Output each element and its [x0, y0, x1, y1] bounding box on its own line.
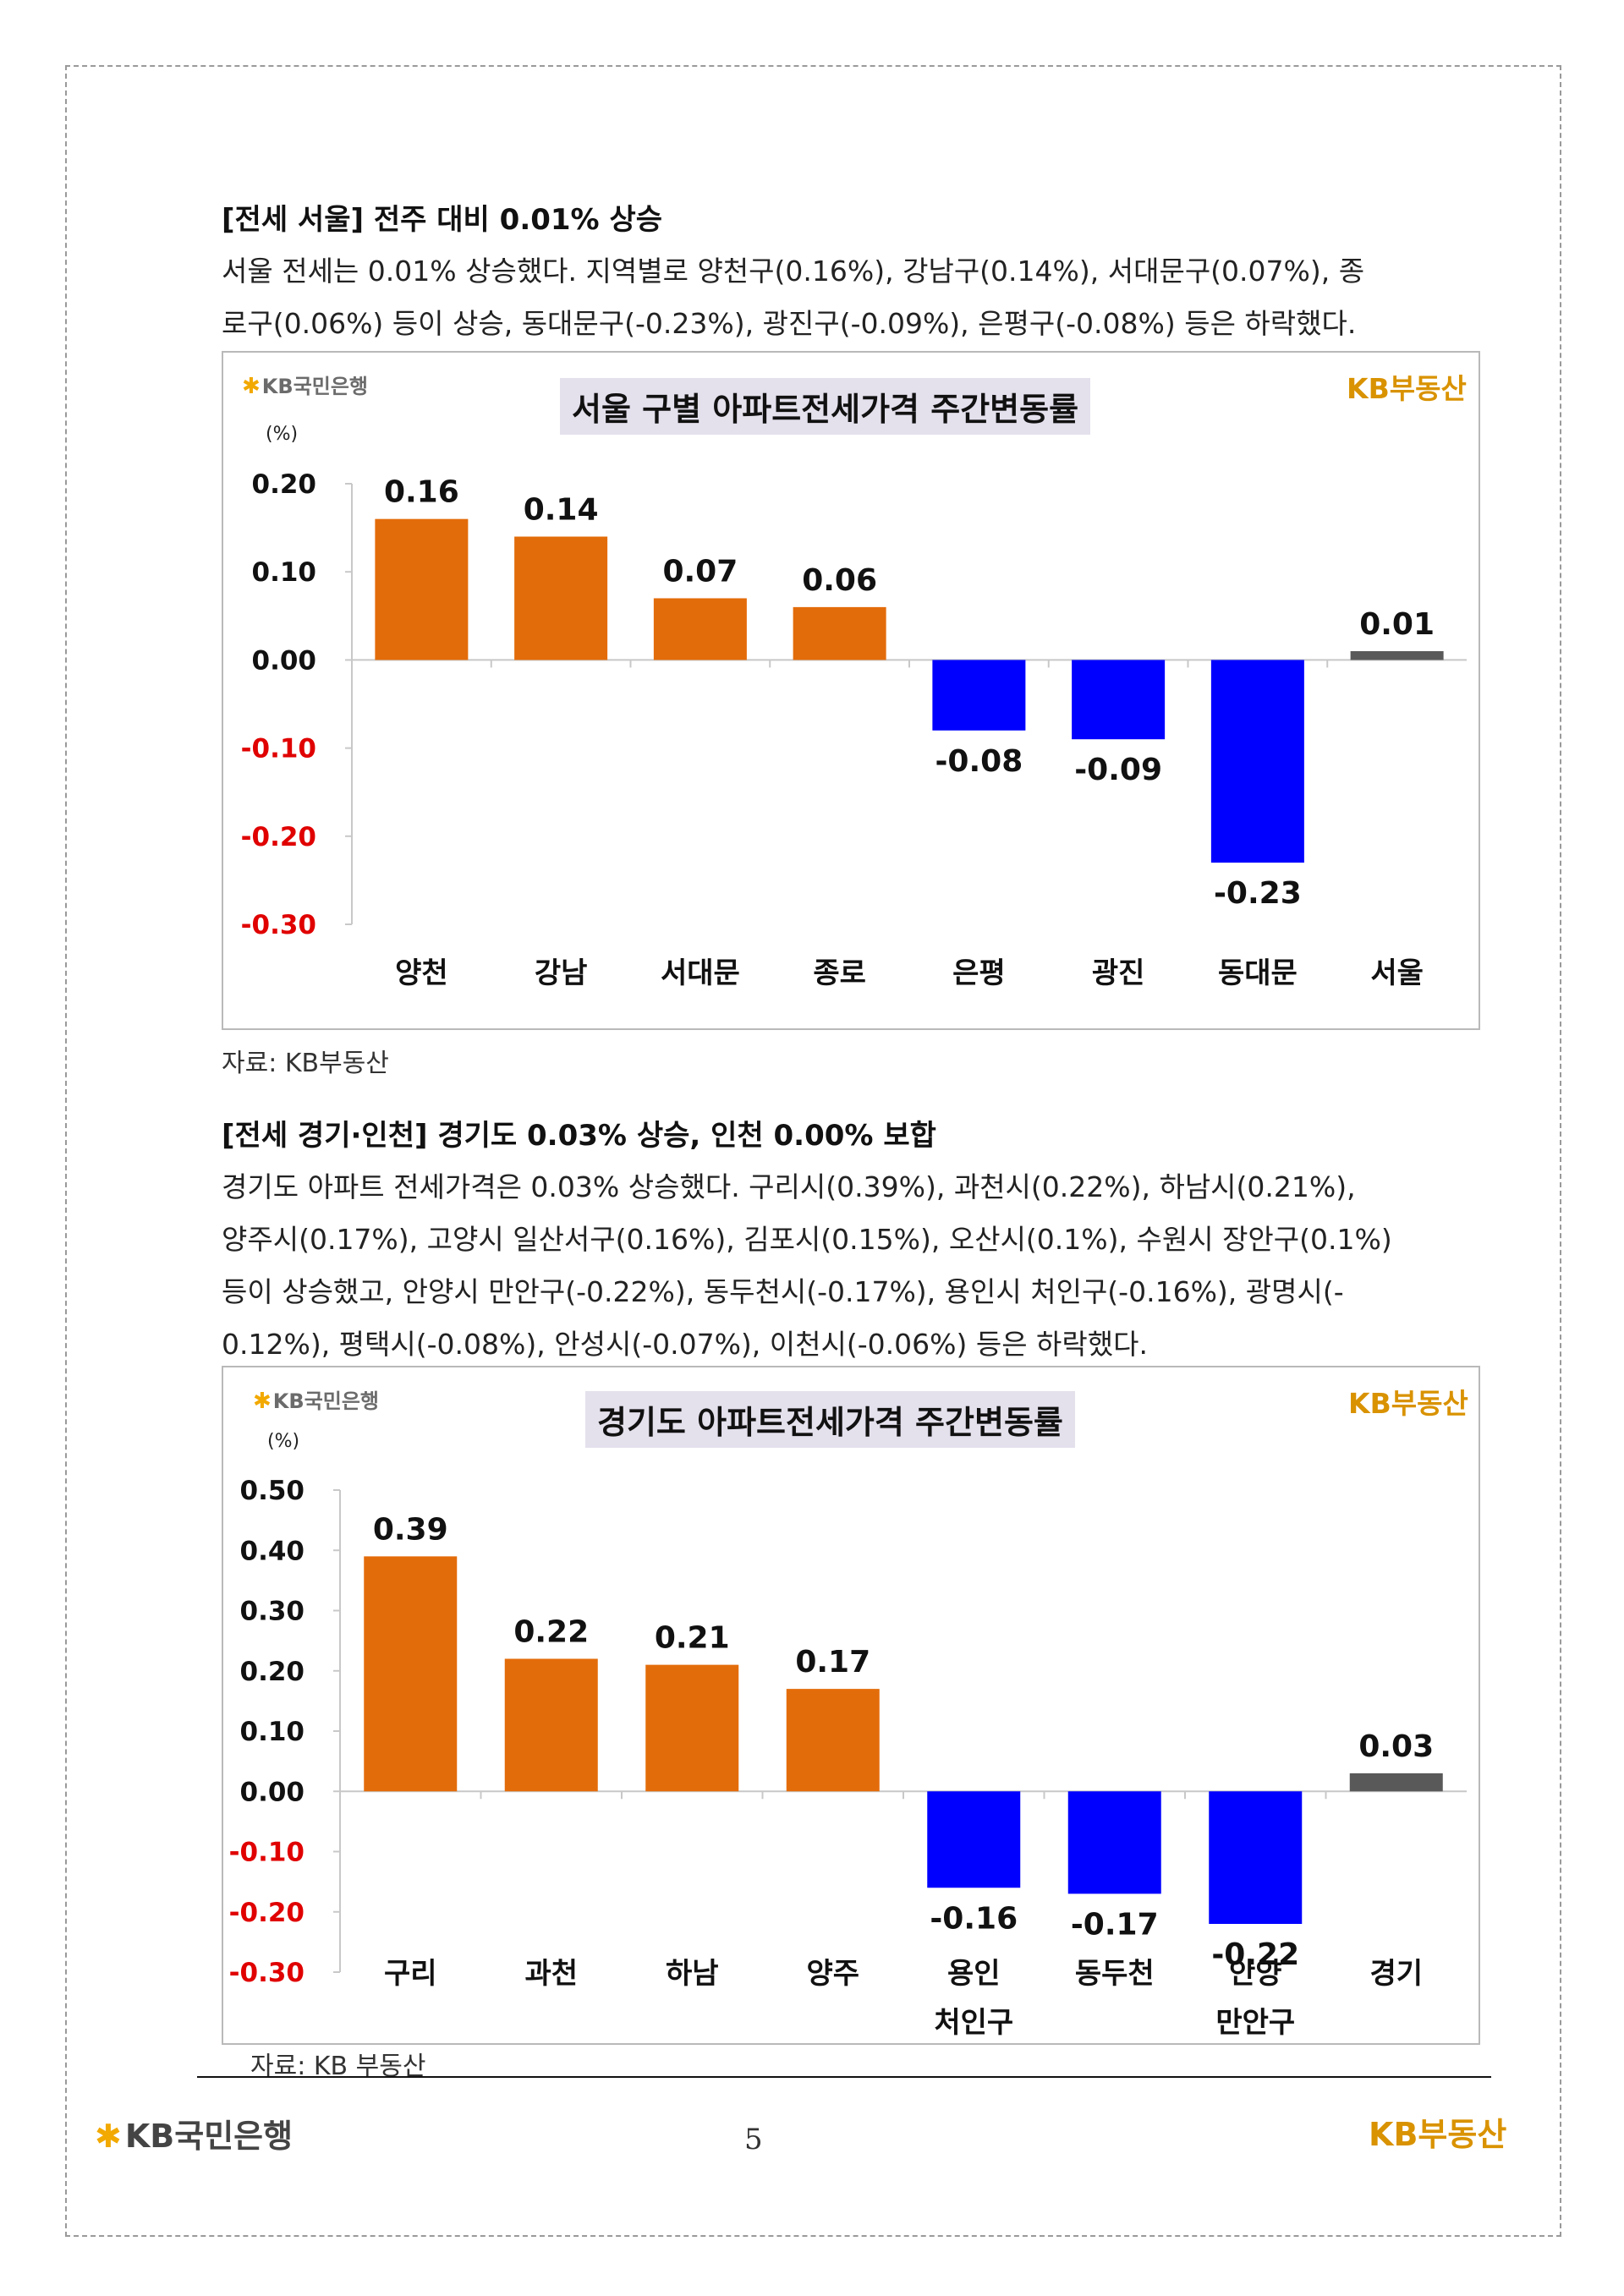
section1-line-1: 서울 전세는 0.01% 상승했다. 지역별로 양천구(0.16%), 강남구(… [222, 255, 1365, 288]
category-label-2: 서대문 [661, 956, 740, 990]
kb-bank-logo: ✱KB국민은행 [242, 370, 368, 399]
kb-land-logo: KB부동산 [1347, 372, 1467, 405]
section2-paragraph: 경기도 아파트 전세가격은 0.03% 상승했다. 구리시(0.39%), 과천… [222, 1161, 1480, 1371]
data-label-1: 0.14 [524, 493, 599, 528]
data-label-1: 0.22 [513, 1615, 589, 1650]
bar-3 [786, 1689, 880, 1792]
chart-plot-area: 0.20 0.10 0.00 -0.10 -0.20 -0.30 0.16 양천 0.14 강남 0… [241, 469, 1467, 990]
category-label-0: 구리 [384, 1957, 437, 1991]
kb-bank-logo-text: KB국민은행 [261, 375, 369, 398]
bar-5 [1067, 1791, 1161, 1894]
page-number: 5 [744, 2123, 763, 2156]
bar-5 [1072, 660, 1166, 740]
y-tick-label: 0.00 [252, 645, 317, 676]
footer-kb-bank-logo: ✱ KB국민은행 [95, 2110, 293, 2156]
category-label-5: 동두천 [1075, 1957, 1155, 1991]
category-label-4: 용인 [947, 1957, 1001, 1991]
y-tick-label: 0.10 [240, 1717, 305, 1747]
category-label-5: 광진 [1092, 956, 1145, 990]
data-label-3: 0.06 [802, 563, 877, 598]
y-tick-label: 0.20 [252, 469, 317, 500]
category-label-4: 은평 [952, 956, 1006, 990]
data-label-7: 0.03 [1358, 1729, 1434, 1764]
seoul-jeonse-chart: ✱KB국민은행 KB부동산 서울 구별 아파트전세가격 주간변동률 (%) 0.… [222, 351, 1480, 1030]
data-label-5: -0.17 [1071, 1907, 1159, 1942]
bar-7 [1350, 650, 1444, 660]
data-label-4: -0.16 [930, 1901, 1018, 1936]
chart-title: 경기도 아파트전세가격 주간변동률 [585, 1391, 1075, 1448]
data-label-6: -0.22 [1211, 1937, 1299, 1972]
y-tick-label: 0.00 [240, 1777, 305, 1807]
kb-land-logo: KB부동산 [1348, 1387, 1468, 1420]
category-label-6: 만안구 [1215, 2006, 1295, 2040]
category-label-2: 하남 [666, 1957, 719, 1991]
data-label-2: 0.07 [662, 554, 738, 589]
section2-heading: [전세 경기·인천] 경기도 0.03% 상승, 인천 0.00% 보합 [222, 1119, 936, 1153]
y-tick-label: -0.10 [241, 734, 316, 764]
chart-unit: (%) [267, 1431, 300, 1452]
kb-star-icon: ✱ [242, 374, 261, 399]
gyeonggi-jeonse-chart: ✱KB국민은행 KB부동산 경기도 아파트전세가격 주간변동률 (%) 0.50… [222, 1366, 1480, 2045]
y-tick-label: -0.30 [241, 910, 316, 940]
y-tick-label: -0.10 [229, 1838, 304, 1868]
bar-0 [364, 1556, 458, 1792]
data-label-0: 0.16 [384, 475, 459, 510]
y-tick-label: 0.50 [240, 1476, 305, 1506]
category-label-3: 양주 [806, 1957, 859, 1991]
section2-line-1: 경기도 아파트 전세가격은 0.03% 상승했다. 구리시(0.39%), 과천… [222, 1170, 1356, 1203]
bar-2 [645, 1664, 739, 1792]
section1-heading: [전세 서울] 전주 대비 0.01% 상승 [222, 203, 663, 237]
bar-7 [1349, 1773, 1443, 1792]
category-label-6: 안양 [1229, 1957, 1282, 1991]
section1-paragraph: 서울 전세는 0.01% 상승했다. 지역별로 양천구(0.16%), 강남구(… [222, 245, 1480, 350]
category-label-0: 양천 [395, 956, 448, 990]
bar-0 [375, 518, 469, 660]
bar-1 [514, 536, 608, 660]
data-label-3: 0.17 [795, 1645, 870, 1680]
bar-3 [793, 606, 886, 660]
bar-6 [1210, 660, 1304, 863]
footer-kb-land-logo: KB부동산 [1369, 2116, 1507, 2153]
y-tick-label: -0.20 [229, 1898, 304, 1928]
category-label-4: 처인구 [934, 2006, 1013, 2040]
data-label-2: 0.21 [655, 1621, 730, 1656]
data-label-4: -0.08 [935, 744, 1023, 779]
y-tick-label: 0.20 [240, 1657, 305, 1687]
data-label-7: 0.01 [1359, 607, 1435, 642]
section2-line-3: 등이 상승했고, 안양시 만안구(-0.22%), 동두천시(-0.17%), … [222, 1275, 1344, 1308]
footer-bank-text: KB국민은행 [124, 2118, 294, 2155]
chart-unit: (%) [266, 424, 299, 445]
y-tick-label: 0.10 [252, 557, 317, 588]
section2-line-2: 양주시(0.17%), 고양시 일산서구(0.16%), 김포시(0.15%),… [222, 1223, 1392, 1256]
kb-star-icon: ✱ [95, 2118, 122, 2155]
section1-source: 자료: KB부동산 [222, 1049, 389, 1078]
category-label-7: 경기 [1369, 1957, 1423, 1991]
bar-4 [927, 1791, 1021, 1888]
y-tick-label: 0.30 [240, 1597, 305, 1627]
section2-line-4: 0.12%), 평택시(-0.08%), 안성시(-0.07%), 이천시(-0… [222, 1328, 1148, 1361]
data-label-6: -0.23 [1214, 876, 1302, 911]
section1-line-2: 로구(0.06%) 등이 상승, 동대문구(-0.23%), 광진구(-0.09… [222, 307, 1357, 340]
bar-6 [1209, 1791, 1303, 1924]
y-tick-label: -0.20 [241, 822, 316, 852]
category-label-3: 종로 [813, 956, 866, 990]
y-tick-label: -0.30 [229, 1958, 304, 1988]
bar-4 [932, 660, 1026, 731]
category-label-6: 동대문 [1218, 956, 1298, 990]
page-border [65, 65, 1561, 2237]
bar-1 [504, 1658, 598, 1792]
category-label-7: 서울 [1370, 956, 1424, 990]
kb-star-icon: ✱ [253, 1389, 272, 1414]
kb-bank-logo-text: KB국민은행 [272, 1389, 380, 1413]
category-label-1: 강남 [535, 956, 588, 990]
bar-2 [653, 598, 747, 660]
chart-title: 서울 구별 아파트전세가격 주간변동률 [560, 378, 1091, 435]
data-label-5: -0.09 [1074, 753, 1162, 787]
footer-rule [197, 2076, 1491, 2078]
kb-bank-logo: ✱KB국민은행 [253, 1384, 379, 1414]
chart-plot-area: 0.50 0.40 0.30 0.20 0.10 0.00 -0.10 -0.20 -0.30 0… [229, 1476, 1467, 2040]
y-tick-label: 0.40 [240, 1536, 305, 1566]
data-label-0: 0.39 [373, 1512, 448, 1547]
category-label-1: 과천 [524, 1957, 578, 1991]
